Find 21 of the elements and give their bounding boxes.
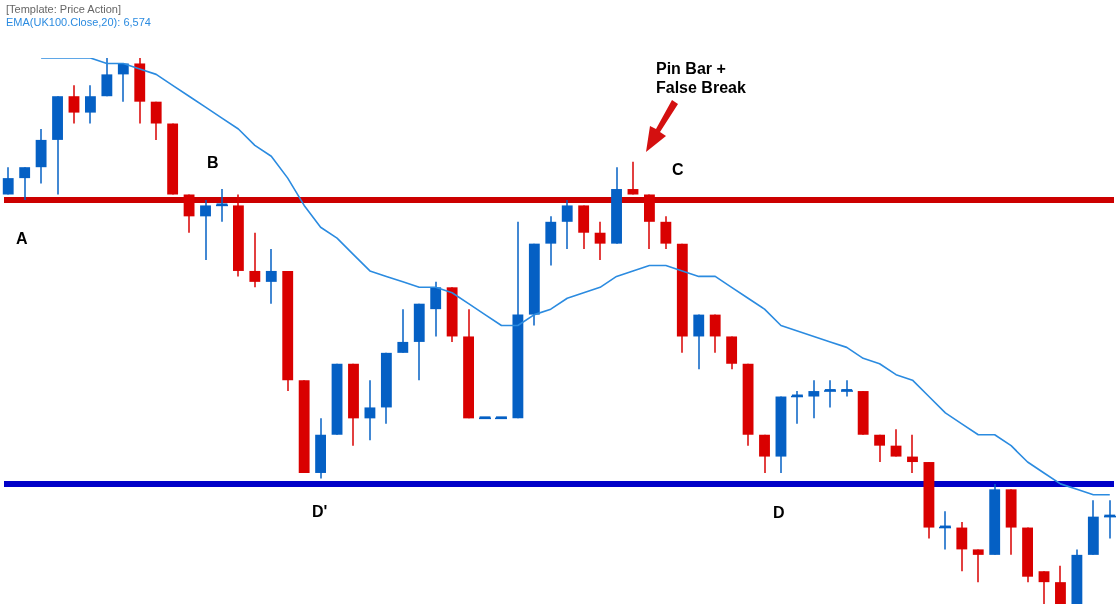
chart-title: [Template: Price Action] bbox=[6, 3, 121, 16]
candlestick bbox=[397, 309, 409, 353]
annotation: C bbox=[672, 160, 684, 179]
candlestick bbox=[594, 221, 606, 261]
candlestick bbox=[808, 380, 820, 419]
candlestick bbox=[907, 434, 918, 473]
annotation: Pin Bar + False Break bbox=[656, 59, 746, 97]
candlestick bbox=[972, 549, 984, 583]
candlestick bbox=[364, 380, 376, 441]
annotation: D bbox=[773, 503, 785, 522]
annotation: A bbox=[16, 229, 28, 248]
candlestick bbox=[249, 232, 261, 288]
candlestick bbox=[200, 199, 211, 261]
candlestick bbox=[117, 63, 129, 102]
candlestick bbox=[19, 167, 31, 200]
annotation: D' bbox=[312, 502, 328, 521]
text: EMA(UK100.Close,20): 6,574 bbox=[6, 16, 151, 29]
candlestick bbox=[627, 161, 639, 195]
candlestick bbox=[265, 249, 277, 304]
annotation: B bbox=[207, 153, 219, 172]
candlestick bbox=[1038, 571, 1050, 604]
